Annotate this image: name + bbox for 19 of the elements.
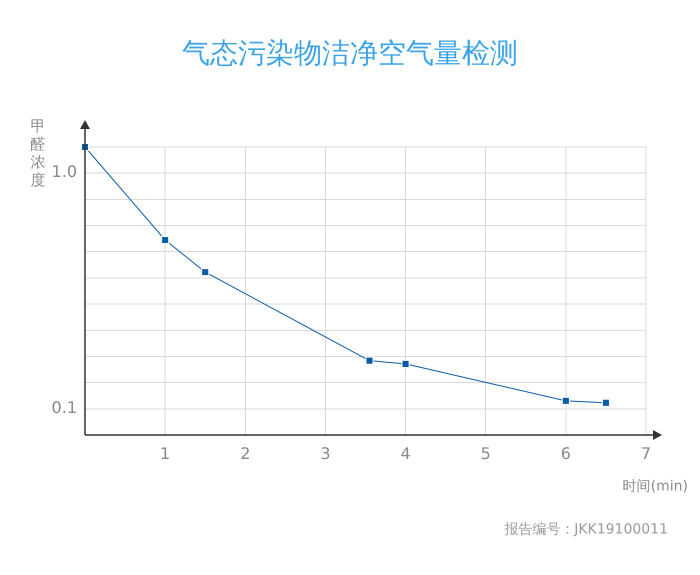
x-tick-label: 6 xyxy=(560,444,571,463)
point xyxy=(161,236,170,244)
y-tick-label: 0.1 xyxy=(52,398,77,417)
point xyxy=(201,268,210,276)
point xyxy=(562,396,570,405)
text: 报告编号：JKK19100011 xyxy=(503,522,668,538)
y-axis-title: 甲醛浓度 xyxy=(30,116,46,189)
point xyxy=(365,356,374,365)
x-tick-label: 3 xyxy=(320,444,331,463)
x-tick-label: 4 xyxy=(400,444,411,463)
point xyxy=(402,360,410,368)
x-tick-label: 7 xyxy=(640,444,652,463)
x-tick-label: 1 xyxy=(160,444,170,463)
x-tick-label: 2 xyxy=(240,444,250,463)
point xyxy=(602,398,610,407)
x-axis-title: 时间(min) xyxy=(622,478,688,495)
x-tick-label: 5 xyxy=(480,444,491,463)
y-tick-label: 1.0 xyxy=(52,162,77,182)
chart-title: 气态污染物洁净空气量检测 xyxy=(182,36,518,70)
